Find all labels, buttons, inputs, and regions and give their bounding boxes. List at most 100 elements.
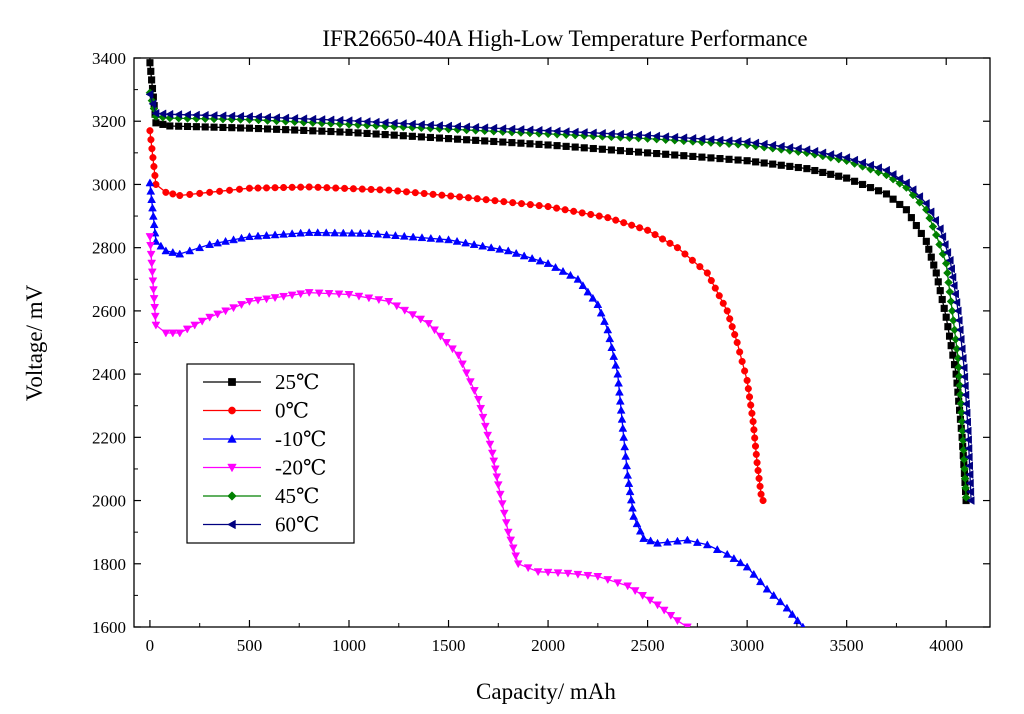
y-axis-label: Voltage/ mV <box>22 284 47 401</box>
data-point <box>922 237 930 245</box>
data-point <box>206 188 214 196</box>
data-point <box>145 178 155 187</box>
data-point <box>149 286 158 295</box>
data-point <box>661 132 670 141</box>
data-point <box>938 295 946 304</box>
data-point <box>147 67 155 75</box>
data-point <box>962 408 971 418</box>
data-point <box>296 290 306 299</box>
data-point <box>942 313 950 321</box>
data-point <box>182 325 192 334</box>
data-point <box>596 308 606 317</box>
data-point <box>452 236 462 245</box>
data-point <box>925 213 934 223</box>
data-point <box>965 461 974 471</box>
data-point <box>146 250 156 259</box>
data-point <box>634 130 642 140</box>
data-point <box>205 240 215 248</box>
data-point <box>526 140 534 148</box>
data-point <box>391 231 400 239</box>
data-point <box>495 244 505 253</box>
data-point <box>304 289 314 298</box>
data-point <box>353 116 362 126</box>
data-point <box>347 228 357 237</box>
legend-marker <box>228 406 236 415</box>
data-point <box>696 263 704 271</box>
data-point <box>513 560 523 569</box>
x-tick-label: 1000 <box>332 636 366 655</box>
data-point <box>162 188 170 196</box>
data-point <box>715 292 723 300</box>
data-point <box>150 162 158 171</box>
data-point <box>961 399 970 409</box>
data-point <box>399 132 407 140</box>
data-point <box>956 334 965 344</box>
data-point <box>552 126 561 136</box>
data-point <box>621 451 631 460</box>
data-point <box>736 348 744 356</box>
data-point <box>907 214 915 222</box>
legend: 25℃ 0℃ -10℃ -20℃ 45℃ 60℃ <box>186 363 355 544</box>
data-point <box>380 118 389 127</box>
data-point <box>943 268 952 278</box>
data-point <box>615 387 624 396</box>
data-point <box>226 186 234 194</box>
data-point <box>561 127 570 136</box>
legend-item: 0℃ <box>203 399 309 423</box>
y-tick-label: 2600 <box>92 302 126 321</box>
data-point <box>928 222 938 231</box>
data-point <box>288 183 296 191</box>
data-point <box>442 339 451 347</box>
legend-box <box>186 363 355 544</box>
data-point <box>866 160 874 170</box>
data-point <box>944 323 952 331</box>
data-point <box>168 329 178 338</box>
data-point <box>613 369 623 378</box>
data-point <box>954 372 964 381</box>
data-point <box>511 552 521 561</box>
data-point <box>228 124 236 132</box>
data-point <box>156 241 166 250</box>
data-point <box>670 132 679 142</box>
data-point <box>908 185 917 195</box>
data-point <box>743 376 751 384</box>
data-point <box>478 413 488 422</box>
data-point <box>503 528 513 537</box>
data-point <box>744 385 752 393</box>
data-point <box>151 171 159 180</box>
data-point <box>498 124 507 133</box>
data-point <box>724 136 733 146</box>
data-point <box>573 274 583 283</box>
data-point <box>525 125 534 135</box>
x-tick-label: 2500 <box>631 636 665 655</box>
data-point <box>458 360 467 369</box>
data-point <box>469 240 479 248</box>
data-point <box>666 239 674 247</box>
x-tick-label: 0 <box>146 636 155 655</box>
data-point <box>287 291 297 300</box>
data-point <box>290 113 299 123</box>
chart-title: IFR26650-40A High-Low Temperature Perfor… <box>322 26 807 51</box>
data-point <box>618 423 628 432</box>
data-point <box>612 216 620 224</box>
data-point <box>161 246 171 255</box>
data-point <box>349 185 357 193</box>
data-point <box>623 582 633 591</box>
data-point <box>614 378 623 387</box>
data-point <box>715 135 724 145</box>
data-point <box>965 478 974 488</box>
data-point <box>646 536 655 545</box>
data-point <box>793 616 802 625</box>
data-point <box>491 197 499 205</box>
data-point <box>221 307 230 316</box>
data-point <box>487 449 497 458</box>
data-point <box>931 230 941 240</box>
data-point <box>742 562 752 571</box>
data-point <box>330 228 340 237</box>
data-point <box>673 244 682 252</box>
data-point <box>544 141 552 149</box>
data-point <box>606 129 615 139</box>
data-point <box>666 611 676 620</box>
data-point <box>149 295 159 304</box>
data-point <box>420 189 428 198</box>
